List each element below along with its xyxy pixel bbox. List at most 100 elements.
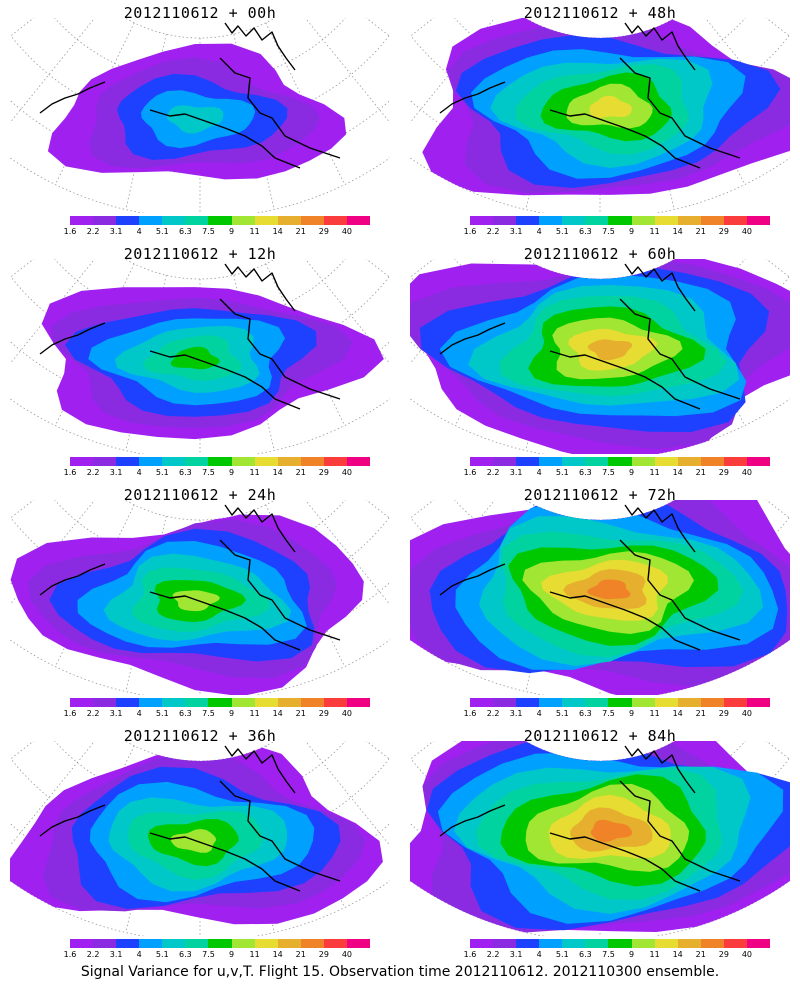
colorbar-tick-label: 4 bbox=[536, 709, 542, 718]
latitude-line bbox=[10, 758, 390, 852]
coastline-north-america bbox=[619, 539, 741, 641]
colorbar-swatch bbox=[585, 939, 609, 948]
coastline-arctic-islands bbox=[224, 22, 296, 71]
colorbar-swatch bbox=[746, 939, 771, 948]
colorbar-tick-label: 21 bbox=[295, 950, 306, 959]
colorbar-tick-label: 1.6 bbox=[463, 950, 477, 959]
forecast-map bbox=[410, 500, 790, 695]
colorbar-tick-label: 3.1 bbox=[109, 950, 123, 959]
colorbar-swatch bbox=[585, 457, 609, 466]
colorbar-swatches bbox=[470, 216, 771, 225]
panel-title: 2012110612 + 84h bbox=[523, 727, 677, 745]
latitude-line bbox=[10, 35, 390, 129]
variance-band bbox=[589, 95, 632, 118]
forecast-map bbox=[10, 500, 390, 695]
colorbar-swatch bbox=[562, 216, 586, 225]
colorbar-tick-label: 11 bbox=[649, 468, 660, 477]
coastlines bbox=[39, 745, 341, 892]
colorbar-swatch bbox=[677, 457, 701, 466]
colorbar-swatch bbox=[654, 216, 678, 225]
map-panel-00h: 2012110612 + 00h 1.6 2.2 3.1 4 5.1 6.3 7.5 9 11 1… bbox=[10, 4, 390, 244]
map-panel-12h: 2012110612 + 12h 1.6 2.2 3.1 4 5.1 6.3 7.5 9 11 1… bbox=[10, 245, 390, 485]
variance-band bbox=[170, 829, 217, 853]
colorbar-swatch bbox=[185, 216, 209, 225]
colorbar-swatch bbox=[585, 216, 609, 225]
colorbar-tick-label: 3.1 bbox=[109, 709, 123, 718]
colorbar-tick-label: 5.1 bbox=[155, 709, 169, 718]
coastline-north-america bbox=[219, 780, 341, 882]
panel-title: 2012110612 + 48h bbox=[523, 4, 677, 22]
latitude-line bbox=[124, 259, 276, 280]
colorbar-tick-label: 1.6 bbox=[63, 950, 77, 959]
meridian-line bbox=[365, 18, 390, 37]
colorbar-tick-label: 21 bbox=[295, 709, 306, 718]
colorbar-swatches bbox=[70, 457, 371, 466]
forecast-map bbox=[10, 741, 390, 936]
variance-field bbox=[410, 500, 790, 695]
map-panel-72h: 2012110612 + 72h 1.6 2.2 3.1 4 5.1 6.3 7.5 9 11 1… bbox=[410, 486, 790, 726]
colorbar-tick-label: 21 bbox=[695, 709, 706, 718]
colorbar-tick-label: 9 bbox=[228, 468, 235, 477]
colorbar-swatch bbox=[608, 698, 632, 707]
colorbar-tick-label: 7.5 bbox=[602, 468, 615, 477]
panel-title: 2012110612 + 60h bbox=[523, 245, 677, 263]
coastline-siberia bbox=[39, 804, 106, 837]
colorbar-tick-label: 40 bbox=[341, 709, 353, 718]
colorbar-swatch bbox=[493, 457, 517, 466]
colorbar-swatch bbox=[93, 939, 117, 948]
colorbar-tick-label: 6.3 bbox=[179, 709, 192, 718]
colorbar-swatches bbox=[470, 939, 771, 948]
colorbar-swatch bbox=[631, 939, 655, 948]
colorbar-tick-label: 14 bbox=[672, 950, 683, 959]
coastline-alaska bbox=[549, 350, 701, 410]
colorbar-tick-label: 4 bbox=[536, 468, 542, 477]
coastlines bbox=[439, 745, 741, 892]
colorbar-legend: 1.6 2.2 3.1 4 5.1 6.3 7.5 9 11 14 21 29 40 bbox=[464, 457, 771, 479]
coastline-arctic-islands bbox=[224, 504, 296, 553]
variance-band bbox=[587, 579, 631, 600]
colorbar-swatch bbox=[608, 216, 632, 225]
forecast-map bbox=[410, 741, 790, 936]
colorbar-swatch bbox=[231, 216, 255, 225]
colorbar-swatch bbox=[70, 457, 94, 466]
coastline-alaska bbox=[149, 832, 301, 892]
colorbar-swatch bbox=[70, 216, 94, 225]
variance-field bbox=[41, 287, 384, 440]
colorbar-tick-label: 29 bbox=[718, 468, 729, 477]
colorbar-swatch bbox=[208, 698, 232, 707]
colorbar-swatch bbox=[208, 939, 232, 948]
coastline-siberia bbox=[439, 322, 506, 355]
colorbar-tick-label: 29 bbox=[318, 950, 329, 959]
panel-title: 2012110612 + 72h bbox=[523, 486, 677, 504]
colorbar-tick-label: 29 bbox=[318, 709, 329, 718]
colorbar-swatch bbox=[70, 939, 94, 948]
colorbar-tick-label: 6.3 bbox=[579, 468, 592, 477]
colorbar-swatch bbox=[346, 216, 371, 225]
colorbar-tick-label: 29 bbox=[718, 227, 729, 236]
colorbar-swatch bbox=[231, 698, 255, 707]
latitude-line bbox=[124, 500, 276, 521]
colorbar-tick-label: 21 bbox=[695, 227, 706, 236]
colorbar-tick-label: 3.1 bbox=[109, 227, 123, 236]
colorbar-swatch bbox=[93, 457, 117, 466]
coastline-arctic-islands bbox=[624, 22, 696, 71]
colorbar-tick-label: 6.3 bbox=[179, 950, 192, 959]
coastline-north-america bbox=[619, 298, 741, 400]
colorbar-swatch bbox=[631, 457, 655, 466]
colorbar-swatch bbox=[185, 698, 209, 707]
colorbar-tick-label: 4 bbox=[536, 950, 542, 959]
coastline-alaska bbox=[149, 591, 301, 651]
colorbar-tick-label: 3.1 bbox=[509, 227, 523, 236]
colorbar-swatch bbox=[493, 698, 517, 707]
colorbar-legend: 1.6 2.2 3.1 4 5.1 6.3 7.5 9 11 14 21 29 40 bbox=[64, 216, 371, 238]
coastline-north-america bbox=[219, 298, 341, 400]
colorbar-tick-label: 14 bbox=[672, 468, 683, 477]
colorbar-swatch bbox=[116, 698, 140, 707]
colorbar-swatches bbox=[70, 216, 371, 225]
coastline-north-america bbox=[619, 780, 741, 882]
colorbar-tick-label: 6.3 bbox=[579, 950, 592, 959]
latitude-line bbox=[124, 741, 276, 762]
coastline-north-america bbox=[619, 57, 741, 159]
colorbar-swatches bbox=[70, 698, 371, 707]
colorbar-tick-label: 14 bbox=[672, 227, 683, 236]
